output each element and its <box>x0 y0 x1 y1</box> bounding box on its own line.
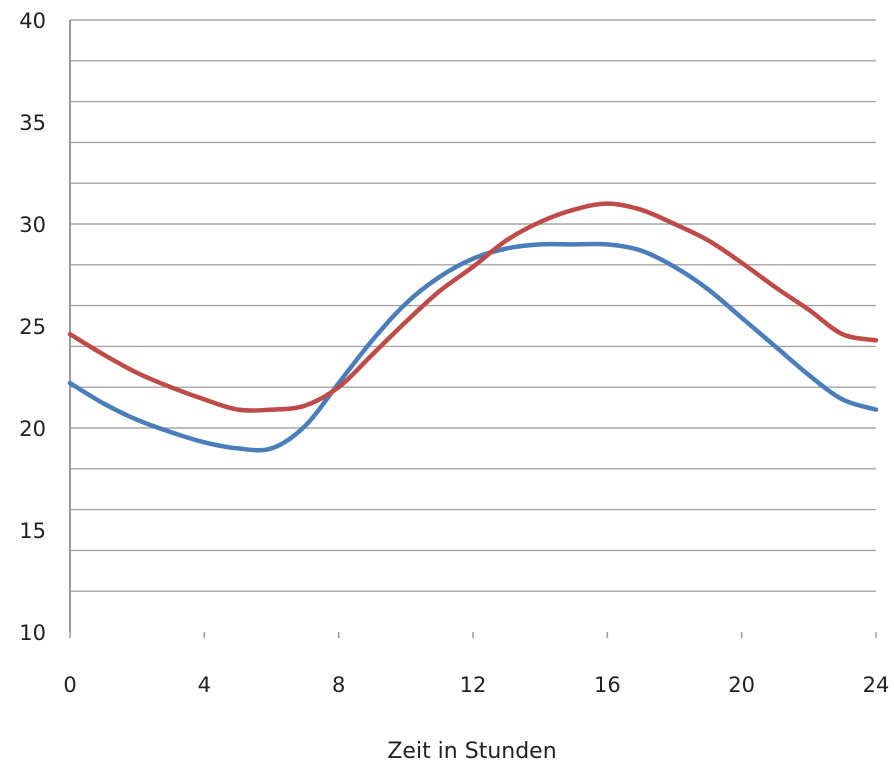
x-axis-title: Zeit in Stunden <box>387 739 556 764</box>
gridlines <box>70 19 876 592</box>
y-tick-label: 30 <box>19 213 46 237</box>
x-tick-label: 8 <box>332 673 345 697</box>
y-tick-label: 20 <box>19 417 46 441</box>
series-line-2 <box>67 201 879 413</box>
y-tick-label: 35 <box>19 111 46 135</box>
x-tick-labels: 0 4 8 12 16 20 24 <box>63 673 889 697</box>
y-tick-label: 15 <box>19 519 46 543</box>
x-tick-label: 16 <box>594 673 621 697</box>
x-tick-label: 0 <box>63 673 76 697</box>
axis-ticks <box>69 632 877 638</box>
y-tick-label: 40 <box>19 9 46 33</box>
x-tick-label: 20 <box>728 673 755 697</box>
x-tick-label: 12 <box>460 673 487 697</box>
series-line-1 <box>67 241 879 453</box>
y-tick-labels: 10 15 20 25 30 35 40 <box>19 9 46 645</box>
y-tick-label: 10 <box>19 621 46 645</box>
x-tick-label: 4 <box>198 673 211 697</box>
y-tick-label: 25 <box>19 315 46 339</box>
series-lines <box>67 201 879 453</box>
x-tick-label: 24 <box>863 673 890 697</box>
